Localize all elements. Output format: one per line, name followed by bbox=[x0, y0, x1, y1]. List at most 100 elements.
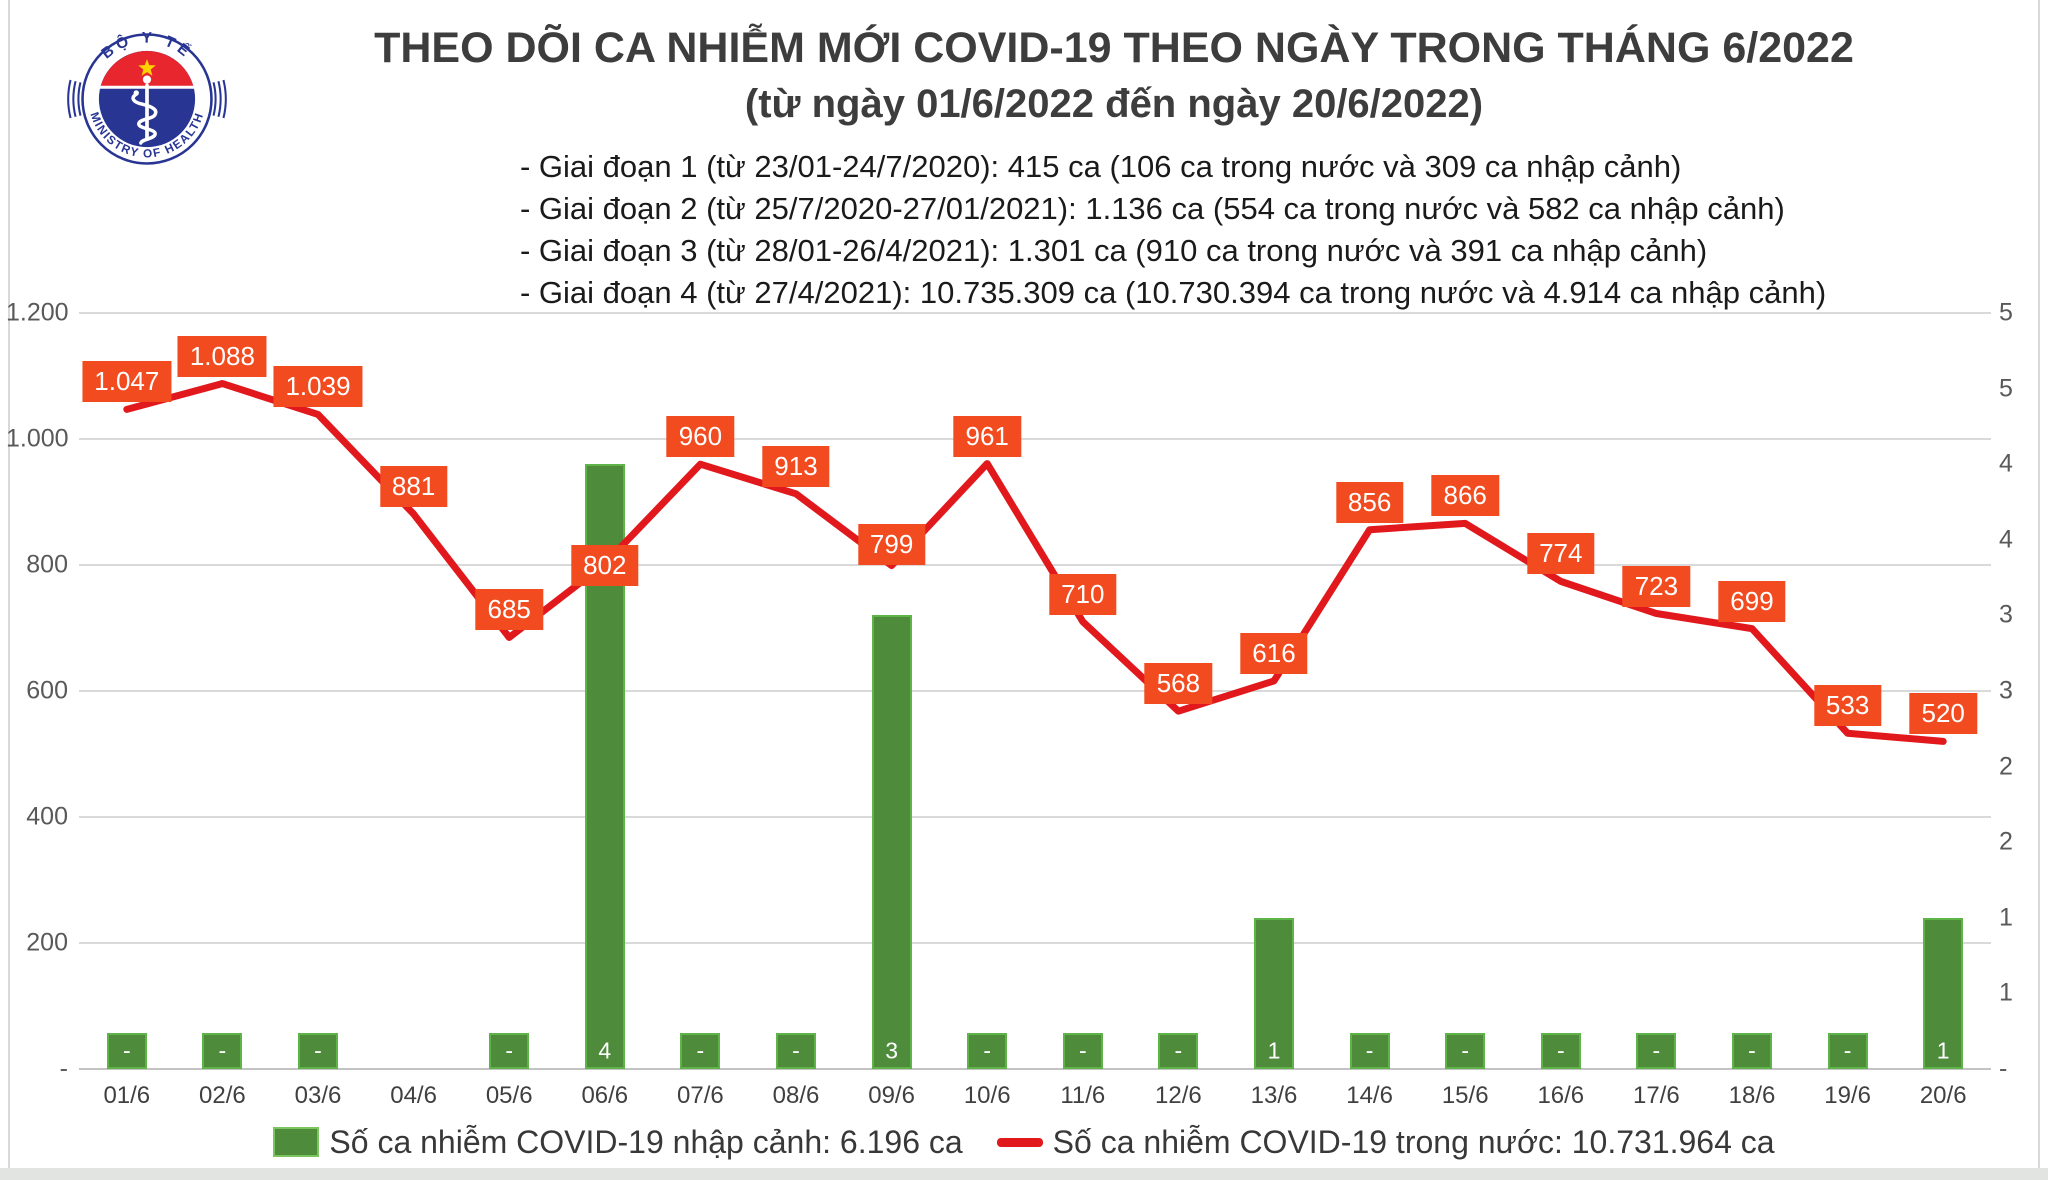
line-value-label-20-6: 520 bbox=[1909, 693, 1977, 735]
gridline bbox=[79, 312, 1991, 314]
line-value-label-05-6: 685 bbox=[475, 589, 543, 631]
y-axis-left-tick: 1.000 bbox=[6, 424, 69, 453]
bar-value-label: - bbox=[792, 1037, 800, 1064]
line-value-label-01-6: 1.047 bbox=[82, 361, 172, 403]
y-axis-right-tick: 1 bbox=[1999, 903, 2013, 932]
y-axis-right-tick: 4 bbox=[1999, 449, 2013, 478]
page-title: THEO DÕI CA NHIỄM MỚI COVID-19 THEO NGÀY… bbox=[374, 24, 1854, 72]
line-series-dash-icon bbox=[996, 1137, 1043, 1147]
line-value-label-10-6: 961 bbox=[953, 415, 1021, 457]
bar-value-label: - bbox=[1652, 1037, 1661, 1064]
line-value-label-09-6: 799 bbox=[857, 523, 926, 565]
bar-value-label: - bbox=[1078, 1037, 1087, 1064]
bar-14-6 bbox=[1349, 1033, 1390, 1069]
bottom-strip bbox=[0, 1168, 2048, 1180]
gridline bbox=[79, 438, 1991, 440]
left-border-line bbox=[8, 0, 10, 1172]
bar-07-6 bbox=[680, 1033, 721, 1069]
bar-16-6 bbox=[1540, 1033, 1581, 1069]
line-value-label-16-6: 774 bbox=[1527, 533, 1595, 575]
bar-20-6 bbox=[1923, 917, 1964, 1069]
x-axis-label-09-6: 09/6 bbox=[868, 1082, 915, 1109]
y-axis-right-tick: 5 bbox=[1999, 374, 2013, 403]
line-value-label-07-6: 960 bbox=[666, 416, 735, 458]
page-subtitle: (từ ngày 01/6/2022 đến ngày 20/6/2022) bbox=[744, 82, 1484, 126]
bar-value-label: - bbox=[314, 1037, 322, 1064]
y-axis-right-tick: 1 bbox=[1999, 978, 2013, 1007]
line-value-label-14-6: 856 bbox=[1335, 481, 1404, 523]
y-axis-right-tick: 5 bbox=[1999, 298, 2013, 327]
y-axis-left-tick: 600 bbox=[26, 676, 68, 705]
bar-value-label: - bbox=[1174, 1037, 1183, 1064]
x-axis-label-13-6: 13/6 bbox=[1250, 1082, 1298, 1109]
x-axis-label-11-6: 11/6 bbox=[1060, 1082, 1106, 1109]
right-border-line bbox=[2038, 0, 2040, 1172]
line-value-label-04-6: 881 bbox=[379, 465, 448, 507]
phase-3-note: - Giai đoạn 3 (từ 28/01-26/4/2021): 1.30… bbox=[520, 233, 1708, 268]
bar-18-6 bbox=[1732, 1033, 1772, 1069]
y-axis-right-tick: 2 bbox=[1999, 752, 2013, 781]
line-series-path bbox=[123, 380, 1947, 745]
logo-outer-ring bbox=[81, 33, 213, 165]
bar-value-label: 3 bbox=[885, 1037, 898, 1064]
bar-value-label: 4 bbox=[598, 1037, 612, 1064]
legend-domestic-label: Số ca nhiễm COVID-19 trong nước: 10.731.… bbox=[1052, 1123, 1775, 1160]
y-axis-left-tick: - bbox=[59, 1054, 68, 1083]
phase-summary-notes: - Giai đoạn 1 (từ 23/01-24/7/2020): 415 … bbox=[520, 146, 1826, 314]
gridline bbox=[79, 564, 1991, 566]
line-value-label-08-6: 913 bbox=[762, 445, 830, 487]
bar-value-label: - bbox=[218, 1037, 227, 1064]
bar-19-6 bbox=[1827, 1033, 1868, 1069]
phase-1-note: - Giai đoạn 1 (từ 23/01-24/7/2020): 415 … bbox=[520, 149, 1682, 184]
x-axis-label-01-6: 01/6 bbox=[103, 1082, 151, 1109]
x-axis-label-03-6: 03/6 bbox=[294, 1082, 342, 1109]
bar-03-6 bbox=[298, 1033, 338, 1069]
ministry-of-health-logo: BỘ Y TẾ MINISTRY OF HEALTH bbox=[67, 30, 227, 165]
legend-item-domestic-cases: Số ca nhiễm COVID-19 trong nước: 10.731.… bbox=[996, 1123, 1775, 1161]
x-axis-label-19-6: 19/6 bbox=[1824, 1082, 1871, 1109]
phase-2-note: - Giai đoạn 2 (từ 25/7/2020-27/01/2021):… bbox=[520, 191, 1785, 226]
gridline bbox=[79, 942, 1991, 944]
logo-side-arcs bbox=[67, 79, 227, 119]
bar-value-label: - bbox=[1461, 1037, 1470, 1064]
line-value-label-19-6: 533 bbox=[1813, 685, 1882, 727]
gridline bbox=[79, 690, 1991, 692]
y-axis-left-tick: 1.200 bbox=[6, 298, 69, 327]
bar-15-6 bbox=[1445, 1033, 1486, 1069]
x-axis-label-10-6: 10/6 bbox=[963, 1082, 1011, 1109]
y-axis-left-tick: 800 bbox=[26, 550, 68, 579]
bar-11-6 bbox=[1062, 1033, 1103, 1069]
bar-value-label: - bbox=[696, 1037, 705, 1064]
line-value-label-12-6: 568 bbox=[1144, 663, 1213, 705]
x-axis-label-07-6: 07/6 bbox=[677, 1082, 724, 1109]
gridline bbox=[79, 1068, 1991, 1070]
x-axis-label-02-6: 02/6 bbox=[199, 1082, 246, 1109]
x-axis-label-06-6: 06/6 bbox=[581, 1082, 629, 1109]
x-axis-label-08-6: 08/6 bbox=[772, 1082, 820, 1109]
x-axis-label-20-6: 20/6 bbox=[1919, 1082, 1967, 1109]
legend-imported-label: Số ca nhiễm COVID-19 nhập cảnh: 6.196 ca bbox=[329, 1123, 963, 1160]
bar-01-6 bbox=[106, 1033, 147, 1069]
y-axis-right-tick: 3 bbox=[1999, 676, 2013, 705]
logo-star bbox=[138, 59, 156, 76]
y-axis-right-tick: 4 bbox=[1999, 525, 2013, 554]
bar-value-label: 1 bbox=[1936, 1037, 1950, 1064]
line-value-label-02-6: 1.088 bbox=[177, 335, 267, 377]
x-axis-label-04-6: 04/6 bbox=[390, 1082, 437, 1109]
bar-09-6 bbox=[871, 615, 912, 1069]
chart-legend: Số ca nhiễm COVID-19 nhập cảnh: 6.196 ca… bbox=[0, 1118, 2048, 1166]
x-axis-label-18-6: 18/6 bbox=[1728, 1082, 1776, 1109]
bar-13-6 bbox=[1254, 917, 1294, 1069]
phase-4-note: - Giai đoạn 4 (từ 27/4/2021): 10.735.309… bbox=[520, 275, 1827, 310]
x-axis-label-05-6: 05/6 bbox=[485, 1082, 533, 1109]
y-axis-right-tick: 3 bbox=[1999, 600, 2013, 629]
x-axis-label-17-6: 17/6 bbox=[1633, 1082, 1680, 1109]
bar-value-label: - bbox=[505, 1037, 514, 1064]
x-axis-label-15-6: 15/6 bbox=[1441, 1082, 1489, 1109]
bar-08-6 bbox=[776, 1033, 816, 1069]
bar-17-6 bbox=[1636, 1033, 1677, 1069]
line-value-label-11-6: 710 bbox=[1049, 573, 1117, 615]
y-axis-left-tick: 200 bbox=[26, 928, 68, 957]
